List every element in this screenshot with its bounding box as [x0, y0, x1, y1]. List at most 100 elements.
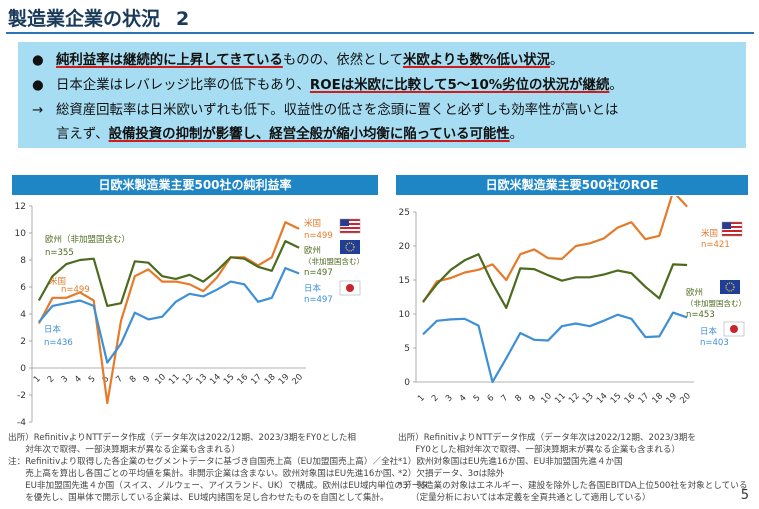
source-right-note: *2）欠損データ、3σは除外 [398, 469, 505, 479]
y-tick-label: -4 [17, 418, 26, 428]
x-tick-label: 12 [567, 391, 582, 406]
series-n-eu-end: n=497 [304, 268, 333, 278]
y-tick-label: 15 [399, 276, 410, 286]
x-tick-label: 3 [59, 374, 70, 385]
x-tick-label: 15 [222, 372, 237, 387]
source-right-note: *3）製造業の対象はエネルギー、建設を除外した各国EBITDA上位500社を対象… [398, 481, 748, 491]
source-right-note: （定量分析においては本定義を全頁共通として適用している） [398, 493, 651, 503]
page-title-number: 2 [176, 8, 190, 30]
callout-emphasis: ROEは米欧に比較して5～10%劣位の状況が継続 [309, 78, 610, 93]
series-n-us-start: n=499 [61, 285, 90, 295]
series-n-jp-start: n=436 [44, 338, 73, 348]
source-left: 出所）RefinitivよりNTTデータ作成（データ年次は2022/12期、20… [8, 432, 429, 504]
x-tick-label: 11 [167, 372, 182, 387]
series-line-us [37, 221, 300, 405]
y-tick-label: 25 [399, 208, 410, 218]
x-tick-label: 10 [153, 372, 168, 387]
x-tick-label: 5 [472, 393, 483, 404]
x-tick-label: 14 [208, 372, 223, 387]
x-tick-label: 8 [513, 393, 524, 404]
x-tick-label: 20 [290, 372, 305, 387]
x-tick-label: 13 [194, 372, 209, 387]
chart-title-roe: 日欧米製造業主要500社のROE [396, 175, 748, 195]
callout-text: 。 [550, 53, 564, 68]
x-tick-label: 14 [595, 391, 610, 406]
x-tick-label: 3 [444, 393, 455, 404]
y-tick-label: 10 [15, 229, 27, 239]
callout-line: ● 純利益率は継続的に上昇してきているものの、依然として米欧よりも数%低い状況。 [32, 48, 563, 68]
x-tick-label: 16 [236, 372, 251, 387]
series-label-us: 米国 [701, 228, 718, 239]
y-tick-label: 12 [15, 202, 26, 212]
series-line-jp [38, 266, 300, 364]
x-tick-label: 8 [128, 374, 139, 385]
arrow-icon: → [32, 103, 44, 118]
series-line-jp [422, 311, 688, 384]
x-tick-label: 7 [114, 374, 125, 385]
y-tick-label: 10 [399, 310, 411, 320]
callout-text: ものの、依然として [282, 53, 403, 68]
series-n-jp-end: n=497 [304, 295, 333, 305]
callout-text: 総資産回転率は日米欧いずれも低下。収益性の低さを念頭に置くと必ずしも効率性が高い… [56, 103, 619, 118]
series-line-eu [422, 253, 688, 310]
x-tick-label: 13 [581, 391, 596, 406]
x-tick-label: 18 [263, 372, 278, 387]
source-left-note: 注：Refinitivより取得した各企業のセグメントデータに基づき自国売上高（E… [8, 457, 399, 467]
x-tick-label: 6 [100, 374, 111, 385]
source-left-note: を優先し、国単体で開示している企業は、EU域内諸国を足し合わせたものを自国として… [8, 493, 389, 503]
source-left-note: EU非加盟国先進４か国（スイス、ノルウェー、アイスランド、UK）で構成。欧州はE… [8, 481, 429, 491]
series-n-jp: n=403 [700, 338, 729, 348]
x-tick-label: 17 [249, 372, 264, 387]
series-label-eu-end-sub: （非加盟国含む） [304, 256, 364, 266]
callout-line: → 総資産回転率は日米欧いずれも低下。収益性の低さを念頭に置くと必ずしも効率性が高… [32, 98, 618, 118]
series-label-us-end: 米国 [304, 218, 321, 229]
y-tick-label: 5 [404, 344, 410, 354]
x-tick-label: 4 [73, 374, 84, 385]
x-tick-label: 2 [430, 393, 441, 404]
bullet-icon: ● [32, 78, 44, 93]
x-tick-label: 1 [416, 393, 427, 404]
y-tick-label: 2 [20, 337, 26, 347]
x-tick-label: 10 [539, 391, 554, 406]
y-tick-label: 8 [20, 256, 26, 266]
x-tick-label: 7 [499, 393, 510, 404]
source-left-line: 出所）RefinitivよりNTTデータ作成（データ年次は2022/12期、20… [8, 433, 357, 443]
bullet-icon: ● [32, 53, 44, 68]
series-n-us: n=421 [701, 240, 730, 250]
chart-title-net-margin: 日欧米製造業主要500社の純利益率 [12, 175, 378, 195]
y-tick-label: 20 [399, 242, 411, 252]
series-n-eu-start: n=355 [45, 248, 74, 258]
x-tick-label: 5 [87, 374, 98, 385]
series-label-eu-start: 欧州（非加盟国含む） [45, 234, 130, 245]
callout-line: ● 日本企業はレバレッジ比率の低下もあり、ROEは米欧に比較して5～10%劣位の状… [32, 73, 623, 93]
page-number: 5 [740, 488, 749, 503]
x-tick-label: 15 [609, 391, 624, 406]
japan-flag-icon [339, 280, 361, 296]
eu-flag-icon [720, 280, 740, 294]
series-n-eu: n=453 [686, 310, 715, 320]
japan-flag-icon [723, 321, 745, 337]
x-tick-label: 1 [32, 374, 43, 385]
us-flag-icon [721, 221, 743, 237]
title-divider [6, 32, 754, 34]
page-title: 製造業企業の状況 2 [8, 4, 189, 31]
summary-callout: ● 純利益率は継続的に上昇してきているものの、依然として米欧よりも数%低い状況。 ●… [18, 42, 746, 148]
source-right: 出所）RefinitivよりNTTデータ作成（データ年次は2022/12期、20… [398, 432, 747, 504]
callout-text: 言えず、 [56, 127, 109, 142]
source-left-line: 対年次で取得、一部決算期末が異なる企業も含まれる） [8, 445, 241, 455]
callout-emphasis: 純利益率は継続的に上昇してきている [56, 53, 283, 68]
source-left-note: 売上高を算出し各国ごとの平均値を集計。非開示企業は含まない。欧州対象国はEU先進… [8, 469, 401, 479]
y-tick-label: 6 [20, 283, 26, 293]
callout-emphasis: 設備投資の抑制が影響し、経営全般が縮小均衡に陥っている可能性 [108, 127, 510, 142]
x-tick-label: 16 [623, 391, 638, 406]
x-tick-label: 19 [664, 391, 679, 406]
series-n-us-end: n=499 [304, 231, 333, 241]
callout-text: 日本企業はレバレッジ比率の低下もあり、 [56, 78, 310, 93]
series-label-eu-sub: （非加盟国含む） [686, 298, 746, 308]
y-tick-label: -2 [17, 391, 26, 401]
source-left-text: 出所）RefinitivよりNTTデータ作成（データ年次は2022/12期、20… [8, 432, 429, 456]
y-tick-label: 4 [20, 310, 26, 320]
source-right-line: 出所）RefinitivよりNTTデータ作成（データ年次は2022/12期、20… [398, 433, 696, 443]
